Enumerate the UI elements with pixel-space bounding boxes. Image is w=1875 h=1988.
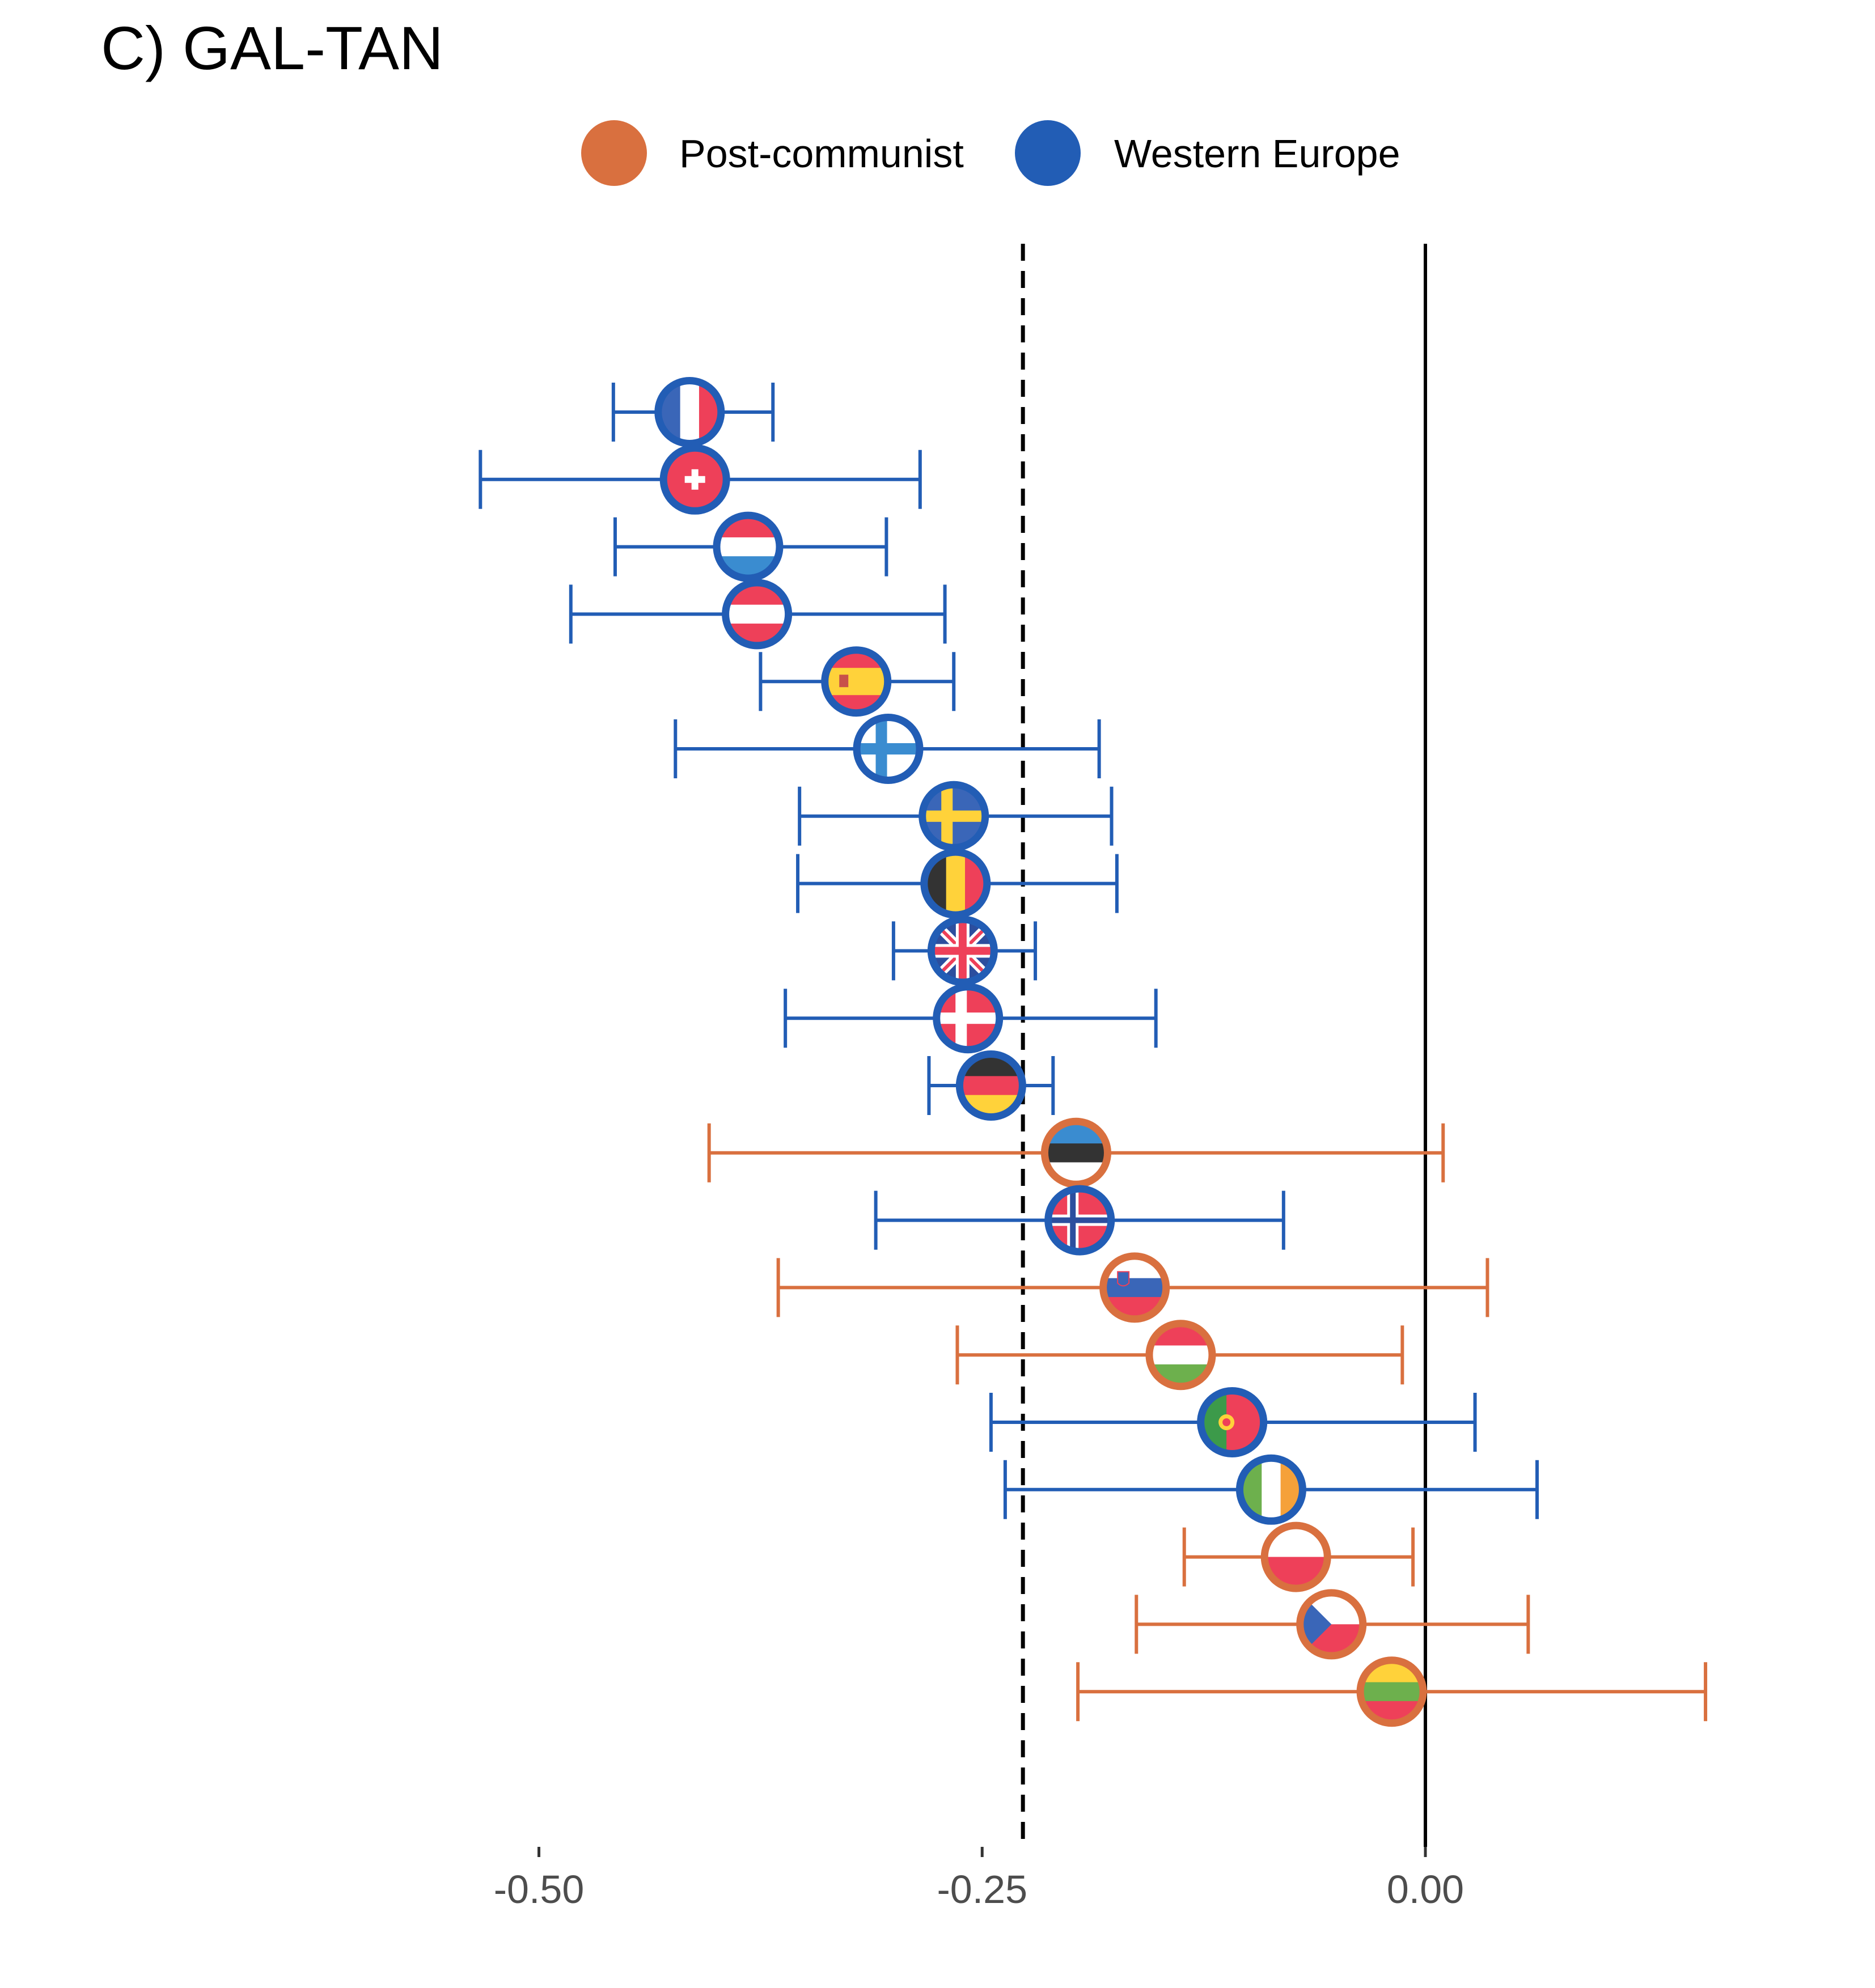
flag-marker-netherlands [713,511,784,582]
legend-swatch-post [581,120,647,186]
x-tick-label: -0.50 [494,1867,585,1911]
flag-marker-denmark [933,983,1004,1054]
flag-marker-belgium [920,848,991,919]
legend-label-post: Post-communist [679,132,964,176]
flag-marker-united-kingdom [927,915,998,986]
flag-marker-sweden [919,781,989,851]
flag-marker-ireland [1235,1454,1306,1525]
flag-marker-austria [722,579,793,650]
flag-marker-germany [955,1050,1026,1121]
flag-marker-slovenia [1099,1252,1170,1323]
x-tick-label: 0.00 [1387,1867,1464,1911]
legend: Post-communist Western Europe [581,120,1400,186]
flag-marker-hungary [1145,1320,1216,1391]
flag-marker-czech-republic [1296,1589,1367,1660]
reference-lines [1021,244,1427,1847]
flag-marker-france [654,377,725,447]
x-axis: -0.50 -0.25 0.00 [494,1847,1464,1911]
error-bars [479,383,1708,1722]
flag-marker-estonia [1040,1117,1111,1188]
flag-marker-finland [853,714,924,784]
x-tick-label: -0.25 [937,1867,1027,1911]
flag-marker-poland [1260,1521,1331,1592]
flag-marker-portugal [1197,1387,1268,1457]
flag-marker-spain [821,646,892,717]
legend-swatch-west [1015,120,1081,186]
flag-marker-norway [1044,1185,1115,1256]
flag-markers [654,377,1427,1727]
flag-marker-lithuania [1356,1656,1427,1727]
chart-title: C) GAL-TAN [101,14,444,82]
legend-label-west: Western Europe [1114,132,1400,176]
flag-marker-switzerland [659,444,730,515]
